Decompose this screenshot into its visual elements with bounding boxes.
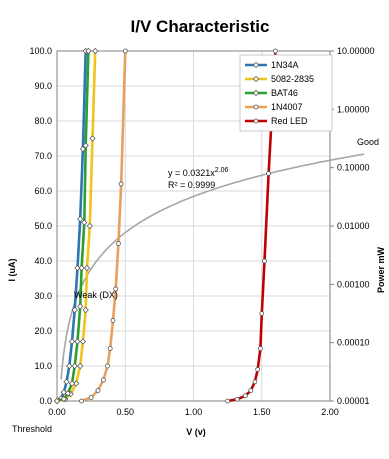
data-point [225,398,231,404]
x-tick-label: 0.50 [116,407,134,417]
data-point [81,219,88,226]
y-tick-label: 60.0 [34,186,52,196]
data-point [110,318,116,323]
y2-tick-label: 0.01000 [337,221,370,231]
data-point [107,346,113,351]
x-axis-label: V (v) [186,427,206,437]
data-point [105,363,110,369]
r-squared-annotation: R² = 0.9999 [168,180,215,190]
y-tick-label: 30.0 [34,291,52,301]
legend-label-red-led: Red LED [271,116,308,126]
data-point [82,306,89,314]
x-tick-label: 2.00 [321,407,339,417]
data-point [64,390,72,397]
data-point [234,396,240,402]
legend-label-1n4007: 1N4007 [271,102,303,112]
legend-marker [252,89,260,97]
data-point [63,378,70,385]
data-point [259,311,265,316]
x-tick-label: 0.00 [48,407,66,417]
data-point [255,367,261,372]
power-trend-line [60,153,365,380]
y2-tick-label: 0.00001 [337,396,370,406]
legend-marker [252,61,260,69]
y-tick-label: 100.0 [29,46,52,56]
y2-tick-label: 1.00000 [337,104,370,114]
data-point [74,338,81,345]
data-point [266,171,271,176]
data-point [68,338,76,345]
data-point [79,398,84,404]
y2-tick-label: 10.00000 [337,46,375,56]
data-point [77,303,84,310]
equation-annotation: y = 0.0321x2.06 [168,167,229,178]
data-point [88,395,94,400]
data-point [89,135,96,142]
data-point [116,241,121,246]
x-axis-ticks: 0.00 0.50 1.00 1.50 2.00 [48,407,339,417]
threshold-annotation: Threshold [12,424,52,434]
data-point [122,48,128,54]
data-point [262,258,267,264]
equation-exponent: 2.06 [215,167,229,174]
equation-main: y = 0.0321x [168,168,215,178]
y-axis-label: I (uA) [7,259,17,282]
data-point [74,264,81,272]
data-point [78,264,85,272]
y-tick-label: 40.0 [34,256,52,266]
y-tick-label: 50.0 [34,221,52,231]
data-point [82,142,89,149]
legend: 1N34A 5082-2835 BAT46 1N4007 Red LED [239,54,333,132]
chart-title: I/V Characteristic [131,17,270,36]
data-point [71,362,78,370]
data-point [118,181,124,187]
data-point [77,362,84,370]
y-tick-label: 70.0 [34,151,52,161]
data-point [248,388,254,393]
y-tick-label: 90.0 [34,81,52,91]
weak-annotation: Weak (DX) [74,290,118,300]
data-point [113,286,119,292]
data-point [95,388,101,393]
data-point [66,362,73,370]
y2-axis-label: Power mW [376,246,386,293]
data-point [53,397,61,405]
data-point [257,346,263,351]
data-point [72,380,80,387]
legend-label-5082-2835: 5082-2835 [271,74,314,84]
y2-tick-label: 0.00100 [337,279,370,289]
legend-marker [253,118,259,124]
data-point [242,393,248,399]
y2-axis-ticks: 0.00001 0.00010 0.00100 0.01000 0.10000 1.000… [330,46,375,406]
x-tick-label: 1.50 [253,407,271,417]
data-point [77,215,84,223]
y-tick-label: 0.0 [39,396,52,406]
y-tick-label: 10.0 [34,361,52,371]
data-point [101,377,106,383]
data-point [68,380,76,387]
legend-label-bat46: BAT46 [271,88,298,98]
y-axis-ticks: 0.0 10.0 20.0 30.0 40.0 50.0 60.0 70.0 80.0 90.0 1… [29,46,52,406]
data-point [71,306,78,314]
data-point [83,264,91,272]
legend-marker [252,75,260,83]
data-point [252,379,258,385]
y2-tick-label: 0.00010 [337,338,370,348]
y-tick-label: 20.0 [34,326,52,336]
data-point [79,338,87,345]
good-annotation: Good [357,137,379,147]
data-point [86,222,93,230]
y-tick-label: 80.0 [34,116,52,126]
legend-marker [253,104,259,110]
y2-tick-label: 0.10000 [337,163,370,173]
data-point [272,48,278,54]
data-point [92,47,99,55]
data-point [60,395,67,403]
legend-label-1n34a: 1N34A [271,60,299,70]
data-point [85,47,92,55]
series-layer [53,47,365,405]
x-tick-label: 1.00 [185,407,203,417]
